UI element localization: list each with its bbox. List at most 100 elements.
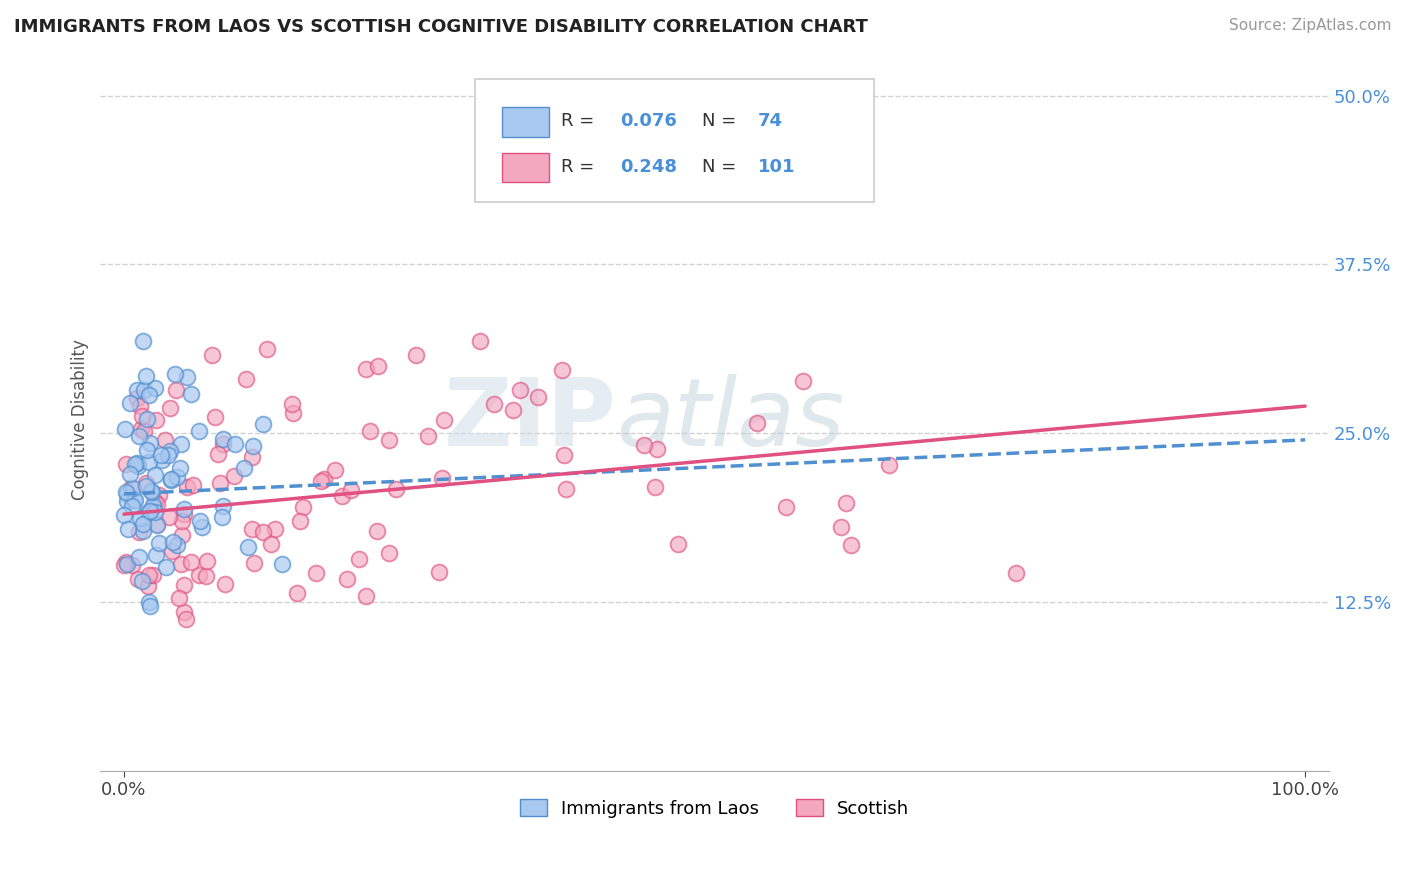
Point <box>135 478 157 492</box>
Point <box>135 476 157 491</box>
Point <box>745 416 768 430</box>
Point <box>212 500 235 514</box>
Point <box>142 499 165 513</box>
Point <box>174 612 197 626</box>
Point <box>138 567 160 582</box>
Point <box>290 515 312 529</box>
Point <box>633 438 655 452</box>
Point <box>323 463 346 477</box>
Point <box>173 605 195 619</box>
Point <box>180 555 202 569</box>
Point <box>191 520 214 534</box>
Point <box>197 554 219 568</box>
Point <box>305 566 328 580</box>
Point <box>125 383 148 397</box>
Legend: Immigrants from Laos, Scottish: Immigrants from Laos, Scottish <box>513 791 917 825</box>
Point <box>482 397 505 411</box>
Point <box>645 442 668 457</box>
Point <box>240 450 263 464</box>
Point <box>385 482 408 496</box>
Point <box>128 429 150 443</box>
Point <box>138 387 160 401</box>
Point <box>212 432 235 446</box>
FancyBboxPatch shape <box>475 79 875 202</box>
Point <box>405 348 427 362</box>
Point <box>204 409 226 424</box>
FancyBboxPatch shape <box>502 107 548 136</box>
Point <box>124 492 146 507</box>
Point <box>165 384 187 398</box>
Point <box>211 509 233 524</box>
Point <box>270 557 292 571</box>
Point <box>118 467 141 481</box>
Point <box>354 589 377 603</box>
Point <box>160 544 183 558</box>
Point <box>166 470 188 484</box>
Point <box>173 578 195 592</box>
Point <box>132 424 155 438</box>
Point <box>416 429 439 443</box>
Point <box>136 505 159 519</box>
Point <box>291 500 314 515</box>
Point <box>138 595 160 609</box>
Point <box>114 422 136 436</box>
Point <box>243 556 266 570</box>
Point <box>135 411 157 425</box>
Point <box>112 558 135 572</box>
Point <box>128 525 150 540</box>
Point <box>128 510 150 524</box>
Point <box>145 413 167 427</box>
Point <box>792 374 814 388</box>
Point <box>143 505 166 519</box>
Point <box>236 540 259 554</box>
Point <box>554 482 576 496</box>
Point <box>143 381 166 395</box>
Point <box>201 348 224 362</box>
Point <box>115 457 138 471</box>
Point <box>242 522 264 536</box>
Point <box>127 456 149 470</box>
Point <box>153 433 176 447</box>
Point <box>166 538 188 552</box>
Point <box>340 483 363 497</box>
Point <box>181 477 204 491</box>
Point <box>141 485 163 500</box>
Point <box>252 417 274 432</box>
Point <box>366 524 388 538</box>
Point <box>159 401 181 415</box>
Point <box>159 444 181 458</box>
Point <box>127 458 149 473</box>
Point <box>122 492 145 507</box>
Point <box>122 481 145 495</box>
Point <box>132 516 155 531</box>
Point <box>125 391 148 405</box>
Text: N =: N = <box>702 158 742 176</box>
Point <box>367 359 389 373</box>
Point <box>169 460 191 475</box>
Point <box>155 560 177 574</box>
Point <box>359 424 381 438</box>
Point <box>118 396 141 410</box>
Point <box>117 522 139 536</box>
Point <box>260 537 283 551</box>
Point <box>120 481 142 495</box>
Point <box>188 567 211 582</box>
Text: 74: 74 <box>758 112 783 130</box>
Point <box>115 485 138 500</box>
Point <box>312 472 335 486</box>
Point <box>112 508 135 522</box>
Point <box>146 516 169 531</box>
Point <box>644 480 666 494</box>
FancyBboxPatch shape <box>502 153 548 182</box>
Point <box>150 449 173 463</box>
Point <box>150 453 173 467</box>
Point <box>124 457 146 471</box>
Point <box>148 536 170 550</box>
Point <box>235 371 257 385</box>
Point <box>121 499 143 513</box>
Text: atlas: atlas <box>616 374 845 465</box>
Point <box>209 475 232 490</box>
Point <box>146 518 169 533</box>
Point <box>127 572 149 586</box>
Point <box>224 437 246 451</box>
